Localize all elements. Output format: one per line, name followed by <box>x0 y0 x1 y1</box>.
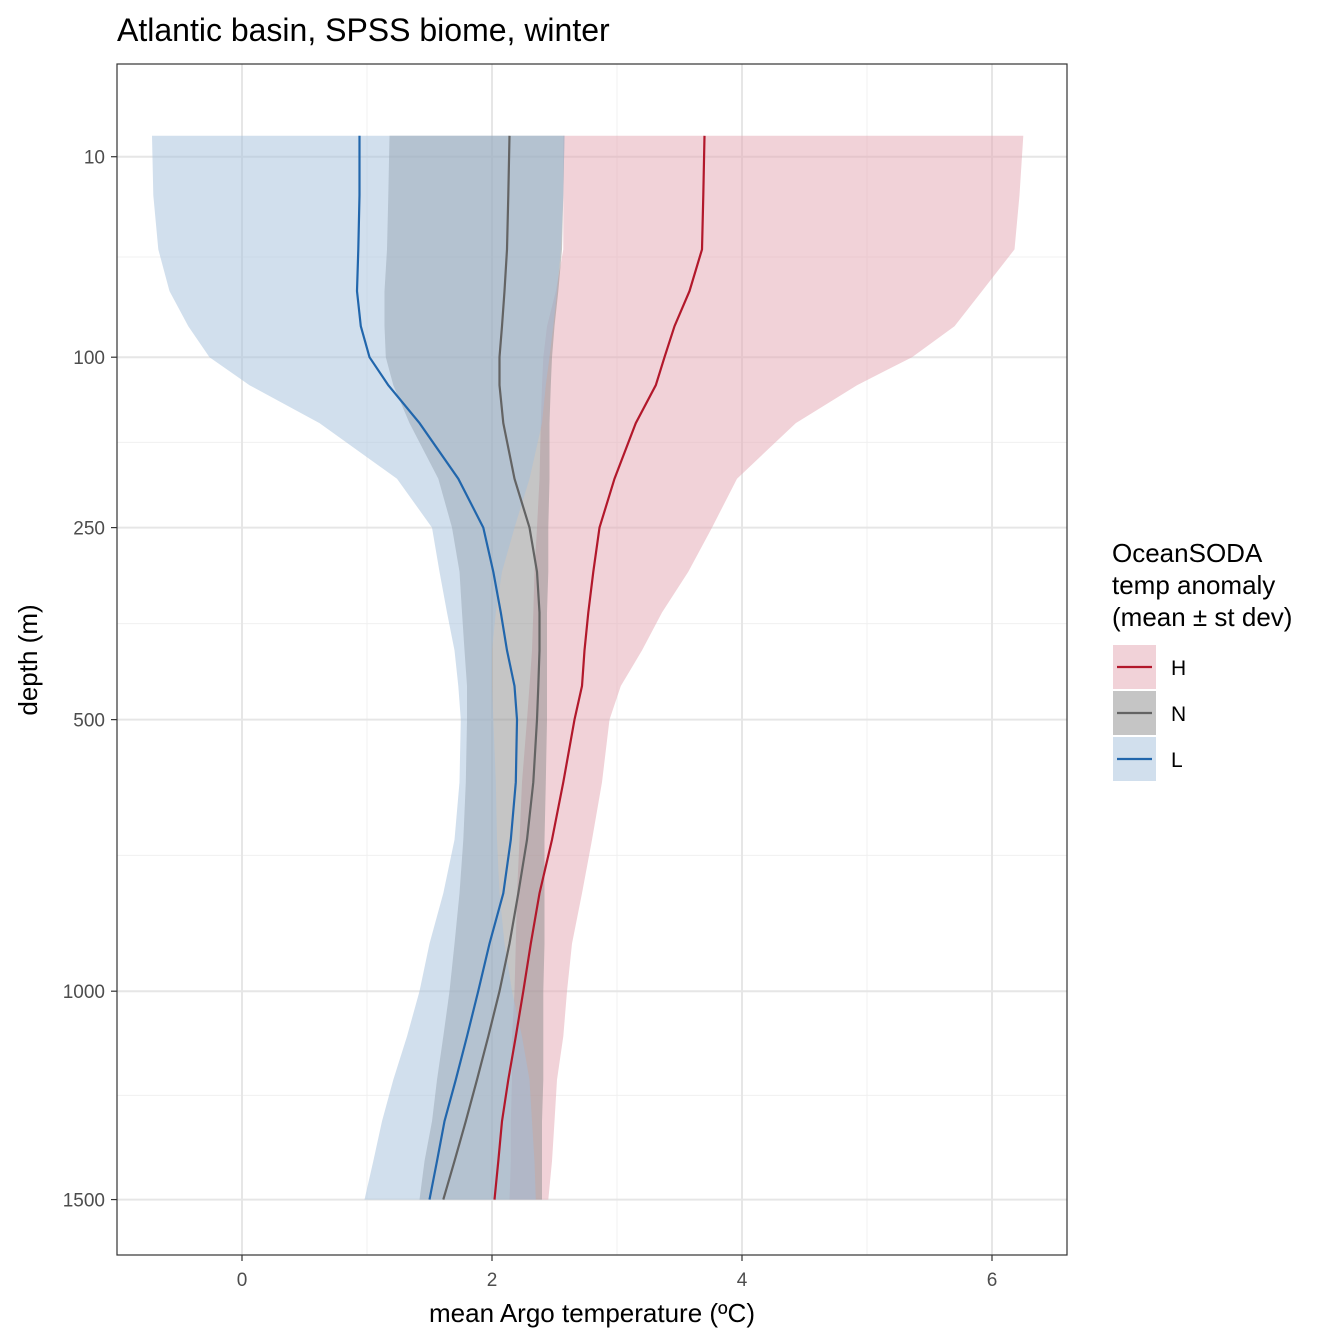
legend-title-line-1: OceanSODA <box>1112 538 1263 568</box>
legend-title-line-3: (mean ± st dev) <box>1112 602 1292 632</box>
band-H <box>509 135 1024 1200</box>
x-axis-title: mean Argo temperature (ºC) <box>429 1298 755 1328</box>
legend-label-N: N <box>1171 703 1186 726</box>
plot-border <box>116 63 1068 1256</box>
mean-lines <box>355 135 706 1200</box>
y-axis-ticks: 10 100 250 500 1000 1500 <box>63 148 117 1212</box>
x-tick-label: 2 <box>487 1270 498 1291</box>
legend-label-H: H <box>1171 657 1186 680</box>
band-L <box>152 135 565 1200</box>
y-tick-label: 100 <box>73 348 105 369</box>
chart-title: Atlantic basin, SPSS biome, winter <box>117 12 610 48</box>
x-axis-ticks: 0 2 4 6 <box>237 1255 998 1291</box>
legend-label-L: L <box>1171 749 1183 772</box>
x-tick-label: 6 <box>987 1270 998 1291</box>
legend-keys: HNL <box>1113 645 1186 781</box>
y-tick-label: 1000 <box>63 982 105 1003</box>
y-tick-label: 250 <box>73 519 105 540</box>
legend-title-line-2: temp anomaly <box>1112 570 1275 600</box>
y-tick-label: 10 <box>84 148 105 169</box>
legend: OceanSODA temp anomaly (mean ± st dev) H… <box>1112 538 1292 781</box>
line-H <box>493 135 706 1200</box>
line-L <box>355 135 519 1200</box>
x-tick-label: 4 <box>737 1270 748 1291</box>
line-N <box>442 135 541 1200</box>
x-tick-label: 0 <box>237 1270 248 1291</box>
std-dev-bands <box>152 135 1024 1200</box>
y-tick-label: 1500 <box>63 1191 105 1212</box>
y-axis-title: depth (m) <box>13 604 43 715</box>
y-tick-label: 500 <box>73 711 105 732</box>
